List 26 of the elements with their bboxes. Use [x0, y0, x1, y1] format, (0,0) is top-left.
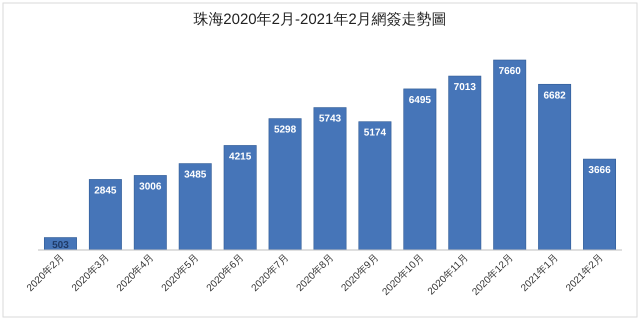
data-label: 4215	[229, 151, 252, 162]
data-label: 3666	[588, 165, 612, 176]
data-label: 5298	[274, 124, 297, 136]
bar	[134, 175, 167, 250]
bar	[403, 88, 436, 250]
bar	[493, 60, 526, 250]
bar	[314, 107, 346, 250]
bar	[268, 118, 302, 250]
data-label: 2845	[94, 185, 117, 196]
bar	[88, 179, 122, 250]
data-label: 5743	[318, 114, 342, 125]
data-label: 3485	[184, 170, 207, 181]
data-label: 7660	[498, 66, 522, 77]
data-label: 503	[52, 240, 70, 251]
chart-title: 珠海2020年2月-2021年2月網簽走勢圖	[193, 11, 447, 28]
bar	[358, 121, 392, 250]
bar	[178, 163, 212, 250]
data-label: 6682	[543, 90, 566, 102]
data-label: 3006	[139, 181, 162, 192]
data-label: 7013	[454, 82, 476, 94]
bar	[448, 76, 482, 250]
bar	[538, 84, 572, 250]
bar	[224, 145, 257, 250]
bar	[583, 158, 616, 250]
data-label: 5174	[364, 128, 386, 139]
data-label: 6495	[408, 94, 432, 106]
